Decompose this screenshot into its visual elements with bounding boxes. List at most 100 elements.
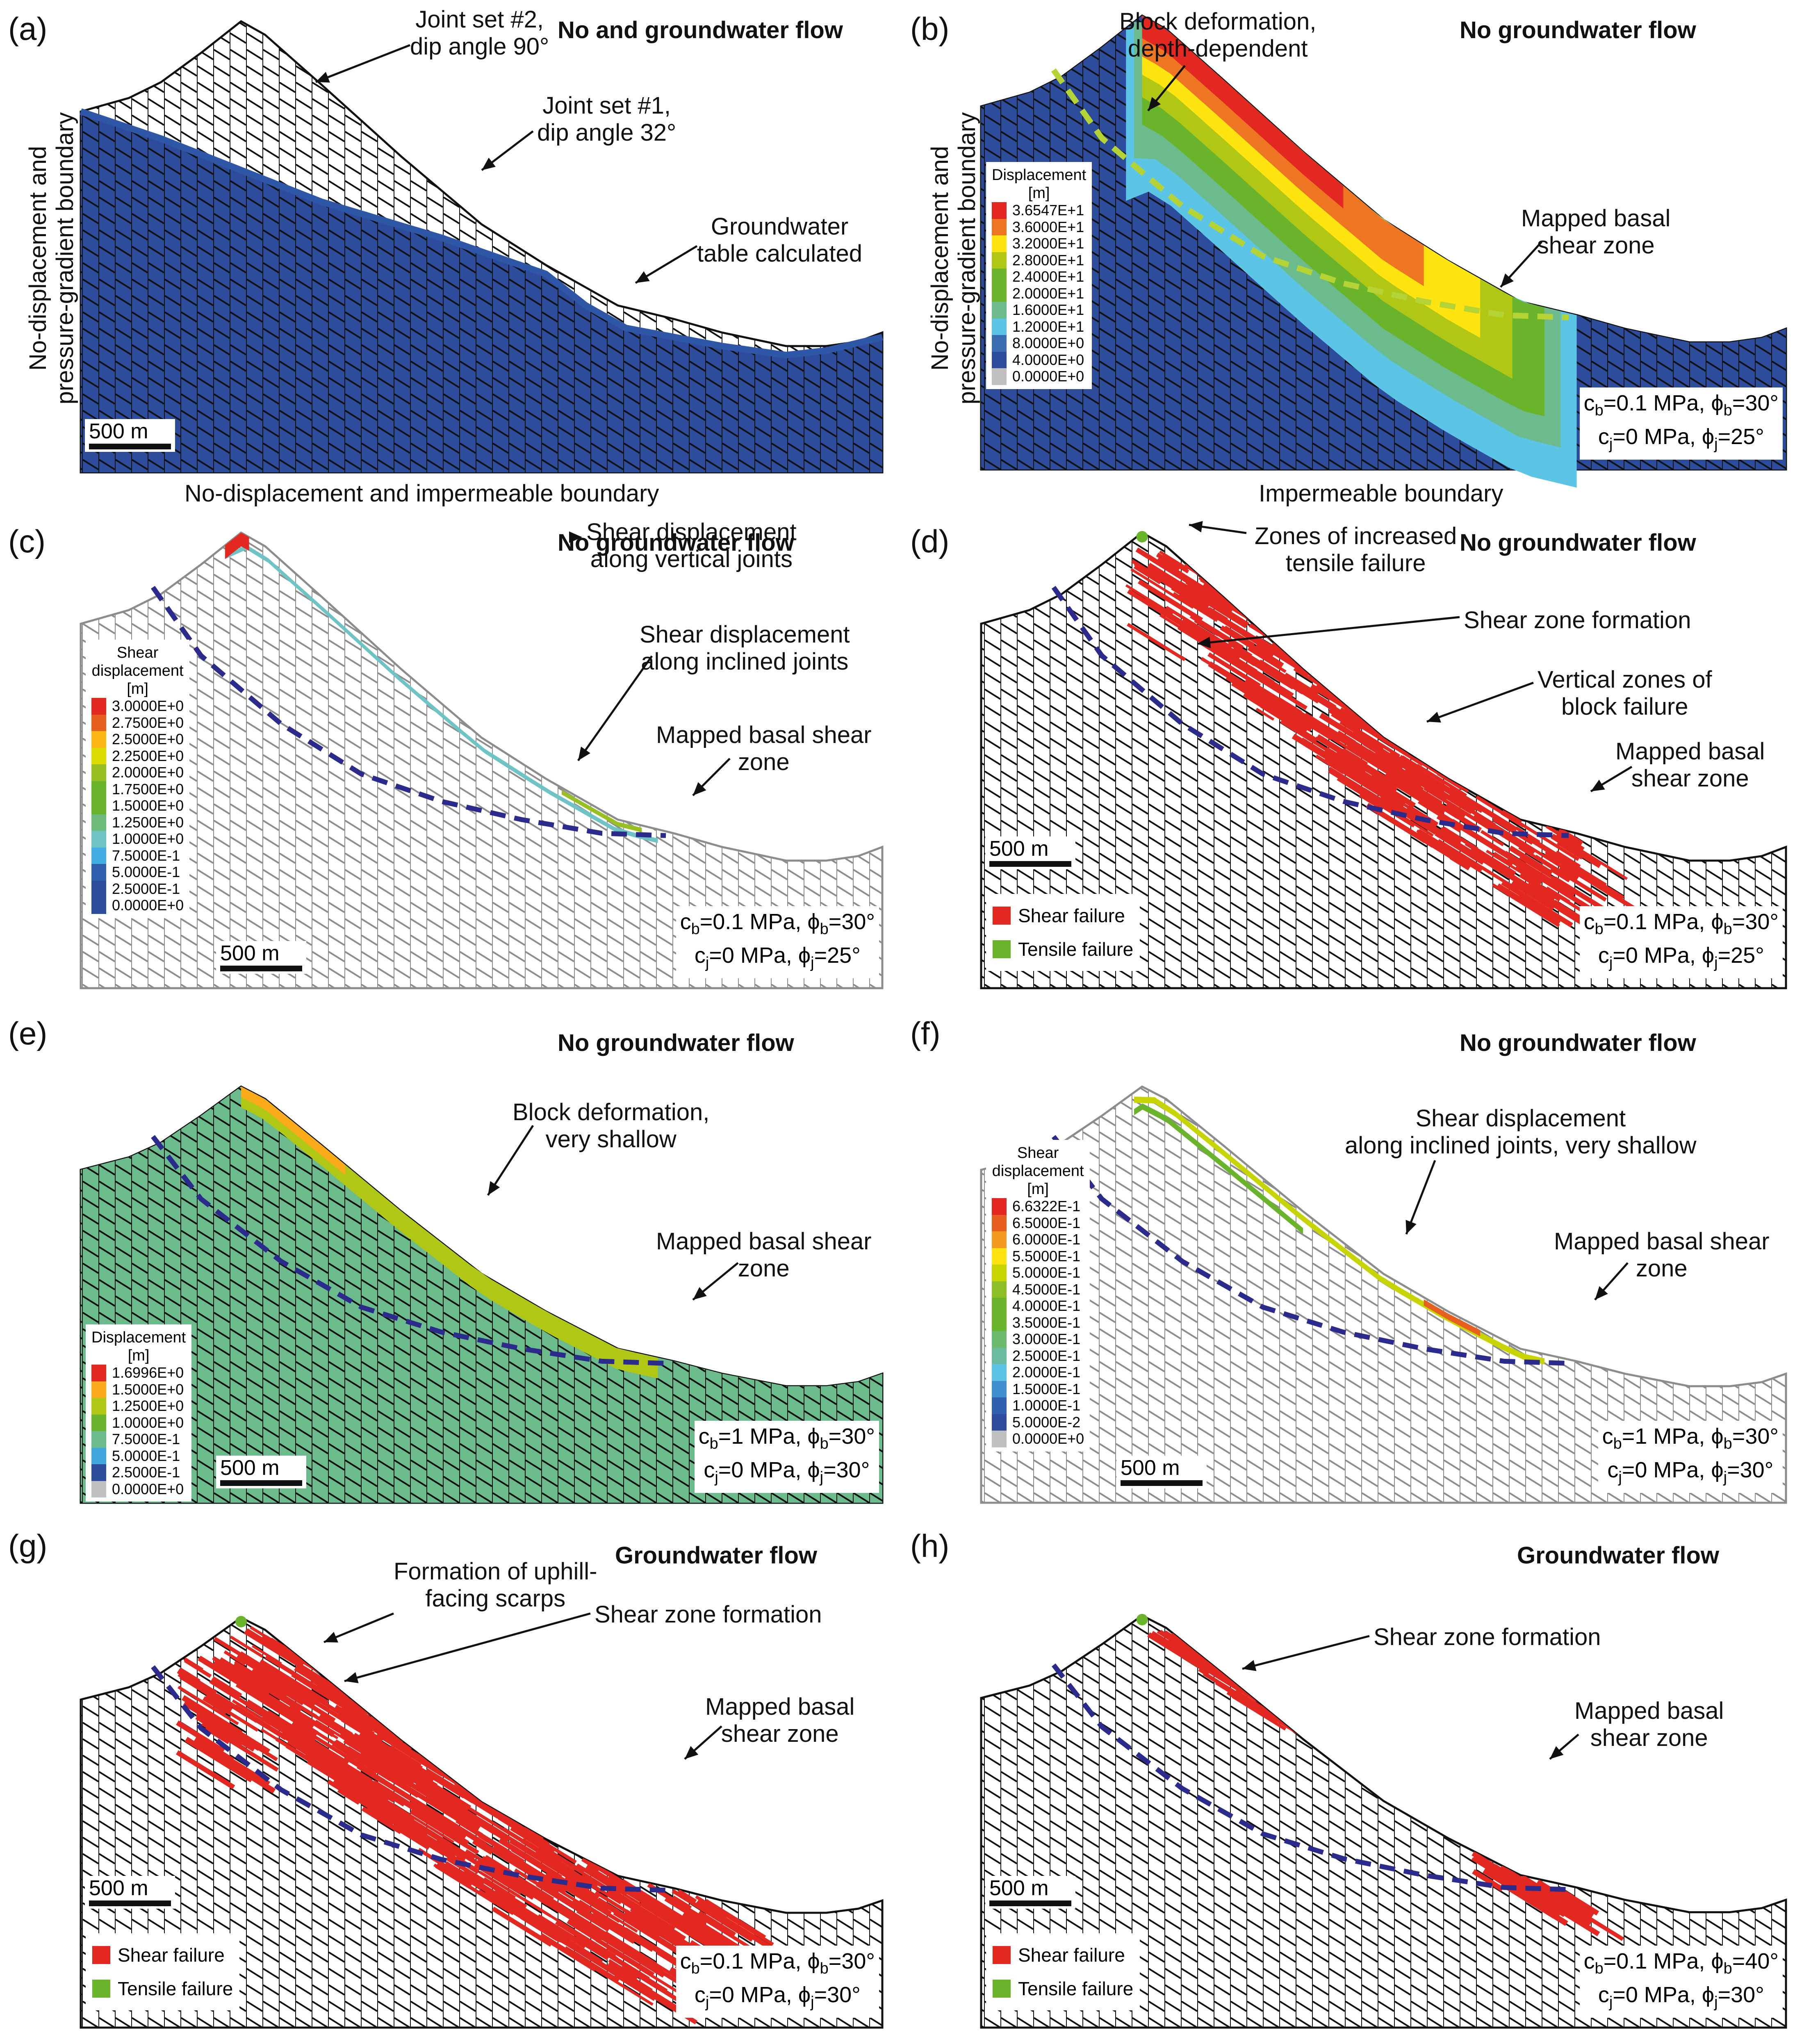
legend-swatch (91, 698, 106, 715)
failure-swatch (993, 940, 1011, 958)
legend-value: 5.5000E-1 (1012, 1247, 1081, 1265)
legend-swatch (992, 351, 1007, 368)
shear-failure-streak (1545, 886, 1570, 904)
shear-failure-streak (1231, 648, 1295, 690)
scale-bar-label: 500 m (220, 941, 280, 965)
shear-failure-streak (1380, 749, 1446, 793)
shear-failure-streak (564, 1875, 599, 1900)
annotation-shear-zone-formation-arrow (344, 1612, 591, 1684)
legend-value: 1.5000E+0 (112, 1381, 184, 1398)
shear-failure-streak (333, 1764, 353, 1779)
shear-failure-streak (1159, 614, 1183, 630)
shear-failure-streak (1544, 851, 1610, 893)
scale-bar-label: 500 m (89, 419, 148, 443)
shear-failure-streak (398, 1818, 457, 1858)
legend-entry: 6.6322E-1 (992, 1198, 1084, 1215)
displacement-36m (1142, 16, 1344, 209)
legend-value: 5.0000E-1 (1012, 1264, 1081, 1281)
shear-failure-streak (1226, 1691, 1261, 1714)
legend-swatch (992, 1364, 1007, 1381)
groundwater-table-line (80, 108, 883, 359)
shear-failure-streak (310, 1677, 342, 1699)
shear-failure-zone-d (1125, 547, 1645, 943)
shear-failure-streak (1278, 697, 1303, 715)
shear-failure-streak (481, 1856, 561, 1908)
legend-title: Shear displacement [m] (992, 1144, 1084, 1198)
legend-value: 1.5000E-1 (1012, 1380, 1081, 1397)
shear-failure-streak (1405, 783, 1479, 830)
legend-entry: 2.8000E+1 (992, 252, 1086, 269)
legend-value: 4.0000E+0 (1012, 351, 1084, 368)
legend-entry: 1.5000E+0 (91, 1381, 186, 1398)
legend-value: 6.0000E-1 (1012, 1231, 1081, 1248)
flow-condition-label: No groundwater flow (1460, 529, 1696, 556)
legend-entry: 1.7500E+0 (91, 781, 184, 798)
annotation-mapped-basal-shear-arrow (1594, 1262, 1629, 1301)
shear-failure-streak (346, 1746, 408, 1787)
shear-failure-streak (565, 1884, 612, 1916)
shear-failure-streak (499, 1814, 556, 1853)
legend-entry: 1.0000E+0 (91, 1414, 186, 1431)
shear-failure-streak (523, 1825, 545, 1841)
annotation-groundwater-table-arrow (635, 245, 698, 284)
shear-failure-streak (358, 1790, 429, 1837)
legend-value: 3.0000E-1 (1012, 1331, 1081, 1348)
legend-entry: 1.0000E-1 (992, 1397, 1084, 1414)
legend-swatch (992, 285, 1007, 302)
failure-legend-entry: Shear failure (993, 1938, 1133, 1972)
shear-failure-streak (478, 1871, 552, 1917)
shear-failure-streak (1440, 844, 1483, 873)
annotation-vertical-joints: Shear displacement along vertical joints (586, 519, 797, 572)
shear-failure-streak (232, 1704, 258, 1723)
annotation-vertical-block-failure-arrow (1426, 681, 1534, 723)
shear-failure-streak (399, 1777, 458, 1816)
legend-swatch (91, 1398, 106, 1415)
legend-value: 3.0000E+0 (112, 697, 184, 715)
panel-label: (b) (910, 11, 950, 47)
failure-swatch (993, 1946, 1011, 1964)
failure-legend-entry: Tensile failure (92, 1972, 233, 2005)
colorbar-legend: Displacement [m] 3.6547E+1 3.6000E+1 3.2000E… (986, 162, 1092, 389)
failure-swatch (993, 907, 1011, 925)
shear-failure-streak (226, 1709, 259, 1732)
shear-failure-streak (1559, 865, 1580, 881)
legend-swatch (91, 1431, 106, 1448)
bottom-boundary-label: Impermeable boundary (1259, 480, 1503, 507)
shear-failure-streak (1399, 755, 1424, 772)
shear-failure-streak (1127, 623, 1186, 661)
legend-value: 8.0000E+0 (1012, 335, 1084, 352)
shear-displacement-peak (1424, 1299, 1481, 1336)
shear-failure-streak (1285, 672, 1319, 695)
shear-failure-streak (1125, 584, 1173, 615)
annotation-inclined-joints-arrow (577, 655, 653, 761)
shear-failure-streak (558, 1882, 621, 1923)
annotation-joint-set-2: Joint set #2, dip angle 90° (410, 6, 549, 60)
mapped-basal-shear-zone-line (150, 586, 666, 838)
legend-entry: 5.0000E-2 (992, 1414, 1084, 1431)
legend-swatch (91, 831, 106, 848)
shear-failure-streak (686, 1898, 747, 1938)
legend-entry: 1.6000E+1 (992, 301, 1086, 319)
shear-failure-streak (1255, 635, 1281, 653)
shear-failure-streak (1247, 647, 1287, 673)
annotation-mapped-basal-shear-arrow (692, 1262, 739, 1301)
shear-failure-streak (187, 1700, 271, 1755)
failure-label: Shear failure (1018, 1944, 1125, 1966)
shear-failure-streak (356, 1764, 385, 1784)
shear-failure-streak (289, 1739, 317, 1759)
shear-failure-streak (326, 1768, 375, 1801)
legend-entry: 1.2500E+0 (91, 1397, 186, 1415)
legend-value: 6.5000E-1 (1012, 1214, 1081, 1231)
shear-failure-streak (1403, 779, 1443, 807)
legend-value: 2.5000E+0 (112, 731, 184, 748)
annotation-mapped-basal-shear-arrow (684, 1725, 722, 1760)
shear-failure-streak (319, 1713, 353, 1737)
shear-failure-streak (586, 1923, 606, 1936)
material-parameters-box: cb=0.1 MPa, ϕb=30° cj=0 MPa, ϕj=30° (676, 1946, 879, 2018)
legend-entry: 6.5000E-1 (992, 1214, 1084, 1231)
shear-failure-streak (1534, 855, 1607, 902)
legend-entry: 3.5000E-1 (992, 1314, 1084, 1331)
shear-failure-streak (1130, 568, 1194, 609)
colorbar-legend: Displacement [m] 1.6996E+0 1.5000E+0 1.2500E… (86, 1324, 192, 1502)
legend-swatch (992, 1248, 1007, 1265)
